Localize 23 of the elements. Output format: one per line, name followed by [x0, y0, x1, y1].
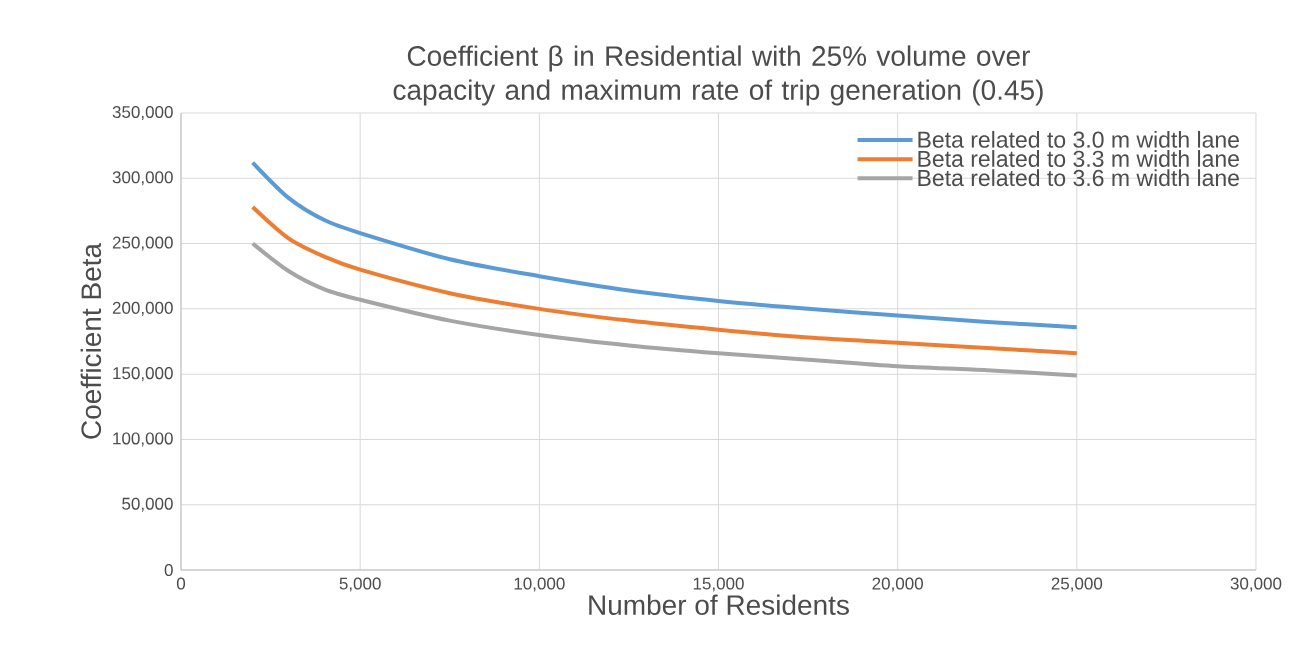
- y-tick-label: 200,000: [112, 301, 173, 316]
- x-tick-label: 20,000: [872, 577, 923, 592]
- line-series: [250, 241, 1079, 378]
- line-series: [250, 205, 1079, 356]
- y-tick-label: 250,000: [112, 236, 173, 251]
- x-tick-label: 15,000: [693, 577, 744, 592]
- legend-label: Beta related to 3.6 m width lane: [918, 169, 1239, 187]
- x-tick-label: 5,000: [339, 577, 381, 592]
- x-tick-label: 10,000: [514, 577, 565, 592]
- y-tick-label: 150,000: [113, 367, 173, 382]
- chart-title: Coefficient β in Residential with 25% volume over capacity and maximum rate of trip generation (0.45): [393, 45, 1043, 106]
- y-axis-title: Coefficient Beta: [80, 242, 102, 439]
- y-tick-label: 0: [164, 563, 173, 577]
- y-tick-label: 300,000: [112, 171, 173, 186]
- y-tick-label: 100,000: [113, 432, 173, 447]
- x-tick-label: 0: [176, 577, 186, 590]
- x-tick-label: 25,000: [1051, 577, 1103, 592]
- y-tick-label: 50,000: [122, 497, 173, 512]
- y-tick-label: 350,000: [112, 105, 173, 121]
- x-tick-label: 30,000: [1230, 577, 1282, 592]
- legend-label: Beta related to 3.0 m width lane: [918, 130, 1239, 148]
- x-axis-title: Number of Residents: [589, 594, 849, 615]
- legend-label: Beta related to 3.3 m width lane: [918, 150, 1239, 167]
